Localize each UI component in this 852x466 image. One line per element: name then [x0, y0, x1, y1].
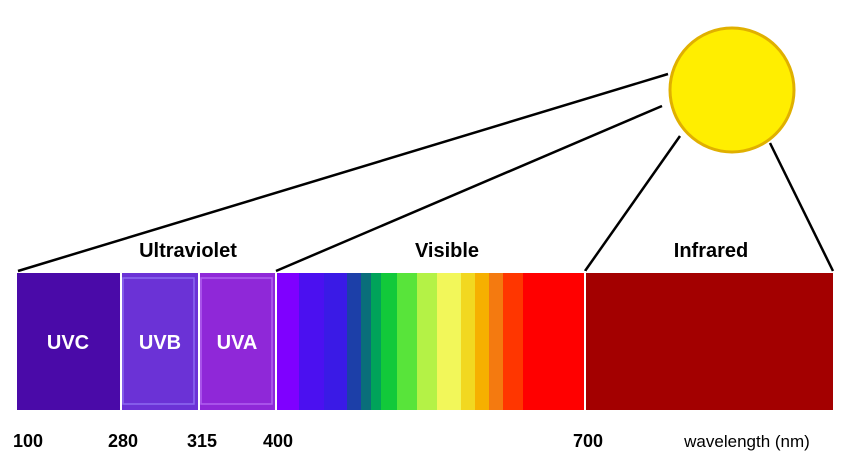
sun-icon — [668, 26, 796, 154]
visible-strip — [489, 273, 504, 410]
visible-strip — [475, 273, 490, 410]
visible-strip — [347, 273, 362, 410]
visible-strip — [371, 273, 382, 410]
infrared-band — [586, 273, 833, 410]
ray-to-infrared-start — [583, 135, 682, 272]
sun-rays — [17, 72, 835, 273]
uvc-band — [17, 273, 120, 410]
tick-280: 280 — [108, 431, 138, 451]
ray-to-visible-start — [275, 104, 663, 273]
ray-to-infrared-end — [768, 142, 835, 272]
visible-strip — [381, 273, 398, 410]
tick-100: 100 — [13, 431, 43, 451]
visible-strip — [503, 273, 524, 410]
visible-strip — [277, 273, 300, 410]
ray-to-uv-start — [17, 72, 669, 273]
uvb-band — [122, 273, 198, 410]
tick-315: 315 — [187, 431, 217, 451]
visible-strip — [437, 273, 462, 410]
visible-band — [277, 273, 617, 410]
tick-700: 700 — [573, 431, 603, 451]
uva-label: UVA — [217, 332, 258, 354]
uva-band — [200, 273, 275, 410]
infrared-title: Infrared — [674, 240, 748, 262]
visible-strip — [361, 273, 372, 410]
uvb-band-inner — [122, 277, 195, 405]
visible-strip — [324, 273, 348, 410]
visible-strip — [461, 273, 476, 410]
visible-title: Visible — [415, 240, 479, 262]
uvc-label: UVC — [47, 332, 89, 354]
spectrum-bar — [17, 271, 833, 411]
tick-400: 400 — [263, 431, 293, 451]
uva-band-inner — [200, 277, 273, 405]
uvb-label: UVB — [139, 332, 181, 354]
visible-strip — [299, 273, 325, 410]
visible-strip — [417, 273, 438, 410]
wavelength-axis-label: wavelength (nm) — [683, 432, 810, 451]
ultraviolet-title: Ultraviolet — [139, 240, 237, 262]
visible-strip — [397, 273, 418, 410]
